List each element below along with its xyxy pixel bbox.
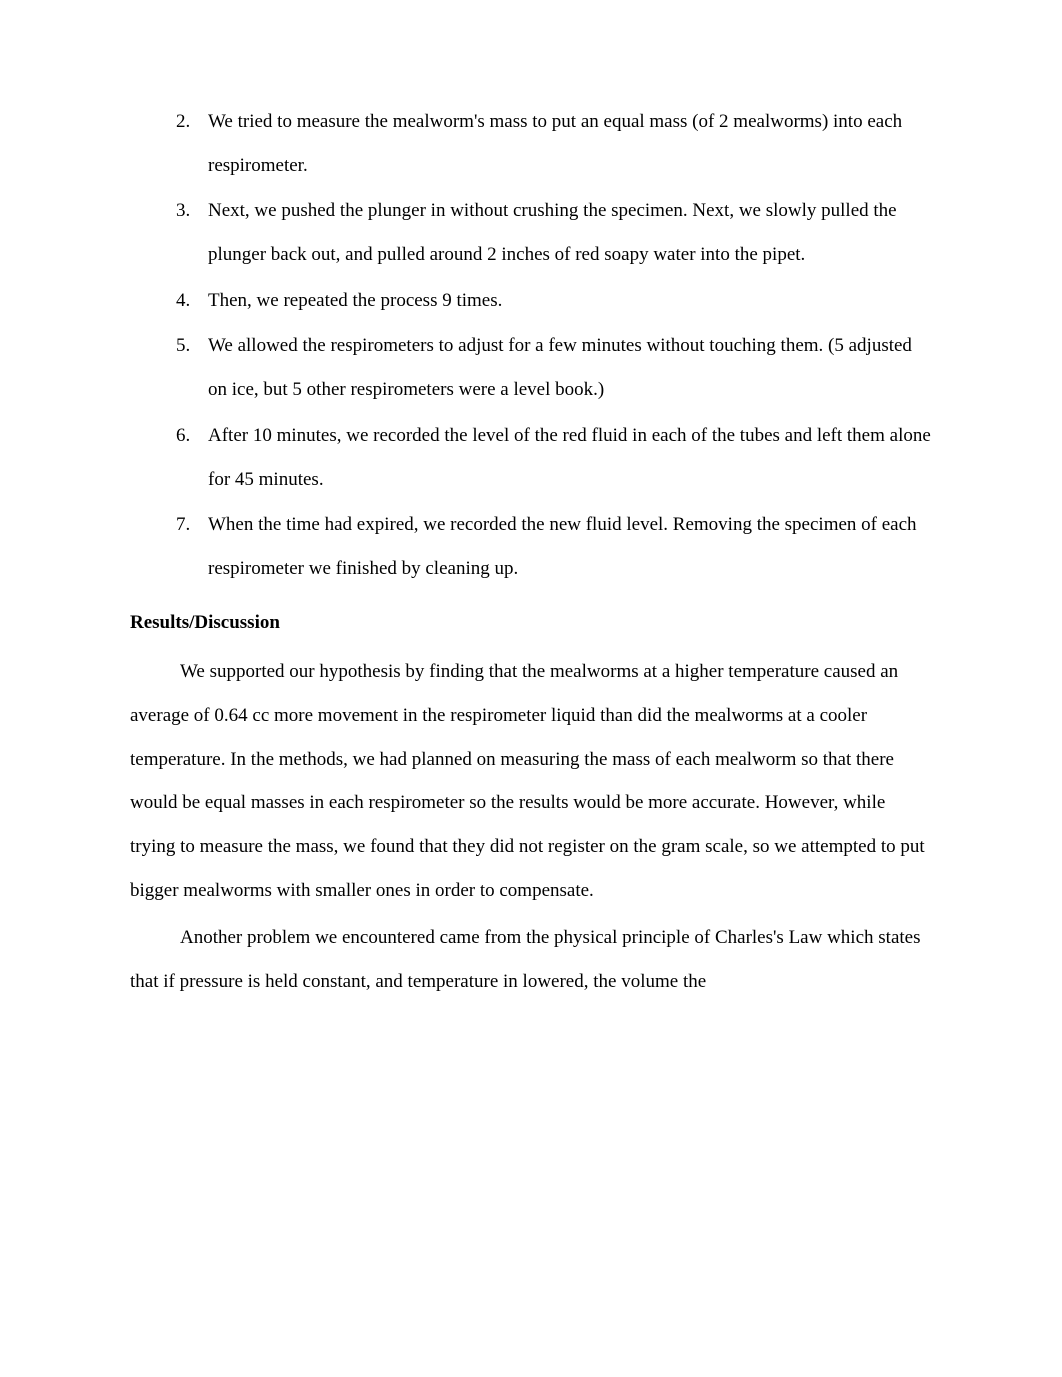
list-item: Then, we repeated the process 9 times. <box>176 279 932 323</box>
body-paragraph: Another problem we encountered came from… <box>130 916 932 1003</box>
list-item-text: We allowed the respirometers to adjust f… <box>208 335 912 400</box>
list-item: Next, we pushed the plunger in without c… <box>176 189 932 276</box>
list-item-text: Then, we repeated the process 9 times. <box>208 290 502 311</box>
list-item: After 10 minutes, we recorded the level … <box>176 414 932 501</box>
list-item: When the time had expired, we recorded t… <box>176 503 932 590</box>
section-heading: Results/Discussion <box>130 601 932 645</box>
list-item: We allowed the respirometers to adjust f… <box>176 324 932 411</box>
body-paragraph: We supported our hypothesis by finding t… <box>130 650 932 912</box>
list-item-text: After 10 minutes, we recorded the level … <box>208 425 931 490</box>
procedure-list: We tried to measure the mealworm's mass … <box>130 100 932 591</box>
list-item: We tried to measure the mealworm's mass … <box>176 100 932 187</box>
list-item-text: When the time had expired, we recorded t… <box>208 514 917 579</box>
list-item-text: We tried to measure the mealworm's mass … <box>208 111 902 176</box>
list-item-text: Next, we pushed the plunger in without c… <box>208 200 897 265</box>
